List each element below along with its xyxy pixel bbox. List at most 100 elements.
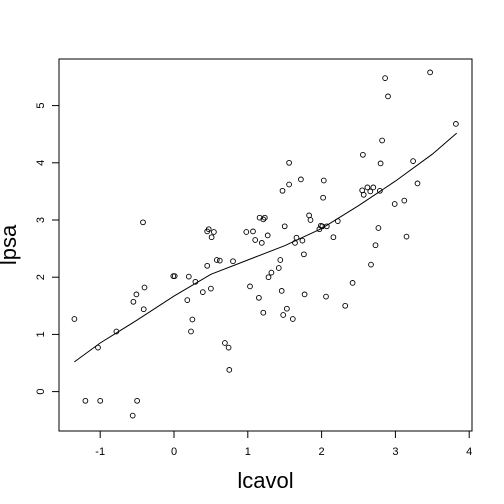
data-point bbox=[216, 257, 223, 264]
data-point bbox=[265, 274, 272, 281]
x-tick-label: 0 bbox=[171, 446, 177, 458]
data-point bbox=[307, 217, 314, 223]
data-point bbox=[298, 176, 304, 183]
data-point bbox=[280, 312, 287, 318]
data-point bbox=[379, 137, 385, 144]
data-point bbox=[286, 181, 292, 188]
points-layer bbox=[71, 69, 459, 419]
smooth-fit-line bbox=[74, 132, 458, 363]
data-point bbox=[97, 397, 104, 404]
data-point bbox=[205, 226, 212, 233]
y-tick-label: 3 bbox=[35, 217, 47, 223]
data-point bbox=[367, 188, 374, 195]
data-point bbox=[261, 214, 268, 221]
data-point bbox=[368, 261, 374, 268]
x-tick-label: 1 bbox=[245, 446, 251, 458]
x-tick-label: 3 bbox=[392, 446, 398, 458]
data-point bbox=[260, 216, 267, 223]
data-point bbox=[279, 187, 286, 194]
data-point bbox=[401, 197, 408, 204]
data-point bbox=[252, 237, 259, 243]
data-point bbox=[360, 151, 366, 158]
data-point bbox=[250, 228, 256, 235]
data-point bbox=[188, 328, 194, 335]
data-point bbox=[247, 283, 253, 290]
data-point bbox=[427, 69, 433, 76]
data-point bbox=[370, 184, 377, 191]
y-axis-title: lpsa bbox=[0, 224, 21, 265]
x-tick-label: -1 bbox=[95, 446, 105, 458]
data-point bbox=[323, 293, 329, 300]
x-axis-title: lcavol bbox=[237, 468, 293, 493]
data-point bbox=[299, 237, 306, 244]
data-point bbox=[360, 191, 367, 198]
x-tick-label: 4 bbox=[466, 446, 472, 458]
data-point bbox=[292, 240, 298, 246]
data-point bbox=[453, 121, 459, 127]
data-point bbox=[320, 194, 326, 201]
data-point bbox=[134, 397, 140, 404]
data-point bbox=[95, 344, 101, 351]
data-point bbox=[284, 305, 290, 312]
data-point bbox=[264, 232, 271, 239]
data-point bbox=[278, 288, 285, 294]
data-point bbox=[403, 233, 410, 240]
data-point bbox=[414, 180, 421, 187]
data-point bbox=[133, 291, 140, 298]
data-point bbox=[391, 201, 398, 207]
data-point bbox=[222, 340, 228, 346]
data-point bbox=[256, 294, 262, 301]
data-point bbox=[113, 328, 120, 335]
x-tick-label: 2 bbox=[319, 446, 325, 458]
data-point bbox=[268, 269, 275, 276]
data-point bbox=[286, 159, 292, 166]
data-point bbox=[334, 218, 341, 224]
data-point bbox=[243, 229, 250, 235]
data-point bbox=[260, 309, 267, 316]
data-point bbox=[410, 158, 416, 164]
data-point bbox=[230, 258, 236, 265]
data-point bbox=[140, 219, 146, 226]
data-point bbox=[330, 234, 337, 241]
data-point bbox=[208, 285, 214, 292]
data-point bbox=[192, 278, 199, 285]
data-point bbox=[211, 229, 217, 235]
data-point bbox=[293, 234, 300, 241]
data-point bbox=[185, 273, 192, 280]
data-point bbox=[385, 93, 391, 100]
data-point bbox=[199, 289, 206, 295]
plot-box bbox=[58, 58, 473, 432]
data-point bbox=[213, 257, 220, 263]
data-point bbox=[382, 75, 388, 81]
data-point bbox=[364, 184, 371, 191]
data-point bbox=[82, 397, 89, 404]
data-point bbox=[342, 302, 349, 309]
data-point bbox=[130, 298, 137, 305]
data-point bbox=[141, 284, 148, 291]
smooth-line-layer bbox=[74, 132, 458, 363]
y-tick-label: 0 bbox=[35, 389, 47, 395]
y-tick-label: 1 bbox=[35, 331, 47, 337]
data-point bbox=[323, 223, 330, 230]
data-point bbox=[226, 367, 233, 373]
data-point bbox=[129, 412, 136, 419]
x-axis: -1 0 1 2 3 4 bbox=[95, 431, 472, 458]
data-point bbox=[184, 297, 191, 303]
data-point bbox=[71, 316, 78, 322]
data-point bbox=[189, 316, 196, 323]
data-point bbox=[316, 226, 323, 233]
y-axis: 0 1 2 3 4 5 bbox=[35, 103, 59, 395]
data-point bbox=[375, 225, 382, 231]
data-point bbox=[208, 234, 215, 241]
data-point bbox=[225, 344, 232, 351]
data-point bbox=[275, 265, 282, 271]
data-point bbox=[277, 257, 284, 263]
y-tick-label: 4 bbox=[35, 160, 47, 166]
y-tick-label: 2 bbox=[35, 274, 47, 280]
data-point bbox=[349, 280, 356, 286]
data-point bbox=[289, 316, 296, 322]
data-point bbox=[320, 177, 327, 184]
data-point bbox=[377, 187, 383, 194]
